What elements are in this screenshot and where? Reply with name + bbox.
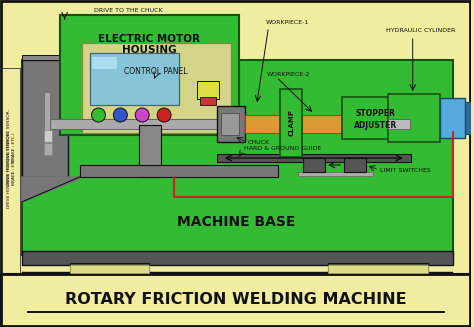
Bar [22, 55, 68, 60]
Bar [303, 158, 325, 172]
Bar [342, 97, 410, 139]
Text: HARD & GROUND GUIDE: HARD & GROUND GUIDE [244, 146, 321, 151]
Text: LIMIT SWITCHES: LIMIT SWITCHES [380, 167, 431, 173]
Bar [22, 60, 68, 177]
Bar [44, 143, 52, 155]
Bar [281, 89, 302, 157]
Bar [388, 119, 410, 129]
Bar [328, 265, 428, 273]
Text: WORKPIECE-1: WORKPIECE-1 [265, 20, 309, 25]
Circle shape [157, 108, 171, 122]
Bar [344, 158, 366, 172]
Bar [245, 115, 283, 133]
Bar [388, 94, 439, 142]
Circle shape [113, 108, 128, 122]
Text: DRIVE HOUSING (TORQUE SENSOR,
BRAKE , ETC.): DRIVE HOUSING (TORQUE SENSOR, BRAKE , ET… [6, 131, 16, 209]
Bar [22, 60, 453, 255]
Text: DRIVE TO THE CHUCK: DRIVE TO THE CHUCK [94, 9, 163, 13]
Bar [22, 272, 453, 275]
Text: MACHINE BASE: MACHINE BASE [176, 215, 295, 229]
Text: ELECTRIC MOTOR: ELECTRIC MOTOR [98, 34, 200, 44]
Bar [221, 113, 239, 135]
Text: HOUSING: HOUSING [122, 45, 176, 55]
Text: ROTARY FRICTION WELDING MACHINE: ROTARY FRICTION WELDING MACHINE [65, 291, 407, 306]
Bar [82, 43, 231, 133]
Text: CHUCK: CHUCK [247, 140, 270, 145]
Bar [197, 81, 219, 99]
Bar [139, 125, 161, 177]
Bar [465, 102, 474, 134]
Bar [302, 115, 342, 133]
Text: CONTROL PANEL: CONTROL PANEL [124, 67, 188, 77]
Bar [92, 57, 118, 69]
Bar [70, 263, 149, 273]
Text: CLAMP: CLAMP [288, 110, 294, 136]
Bar [2, 68, 20, 273]
Text: HYDRAULIC CYLINDER: HYDRAULIC CYLINDER [386, 28, 455, 33]
Text: WORKPIECE-2: WORKPIECE-2 [266, 73, 310, 77]
Bar [298, 172, 373, 176]
Bar [80, 165, 278, 177]
Bar [439, 98, 465, 138]
Text: ADJUSTER: ADJUSTER [354, 122, 398, 130]
Bar [22, 251, 453, 265]
Text: DRIVE HOUSING (TORQUE SENSOR,
BRAKE , ETC.): DRIVE HOUSING (TORQUE SENSOR, BRAKE , ET… [6, 109, 16, 185]
Bar [44, 92, 50, 132]
Bar [1, 274, 470, 326]
Bar [217, 106, 245, 142]
Polygon shape [22, 177, 80, 202]
Bar [44, 130, 52, 142]
Bar [50, 119, 244, 129]
Bar [70, 265, 149, 273]
Circle shape [135, 108, 149, 122]
Bar [200, 97, 216, 105]
Bar [217, 154, 411, 162]
Bar [60, 15, 239, 135]
Bar [328, 263, 428, 273]
Text: STOPPER: STOPPER [356, 110, 396, 118]
Bar [90, 53, 179, 105]
Circle shape [91, 108, 105, 122]
